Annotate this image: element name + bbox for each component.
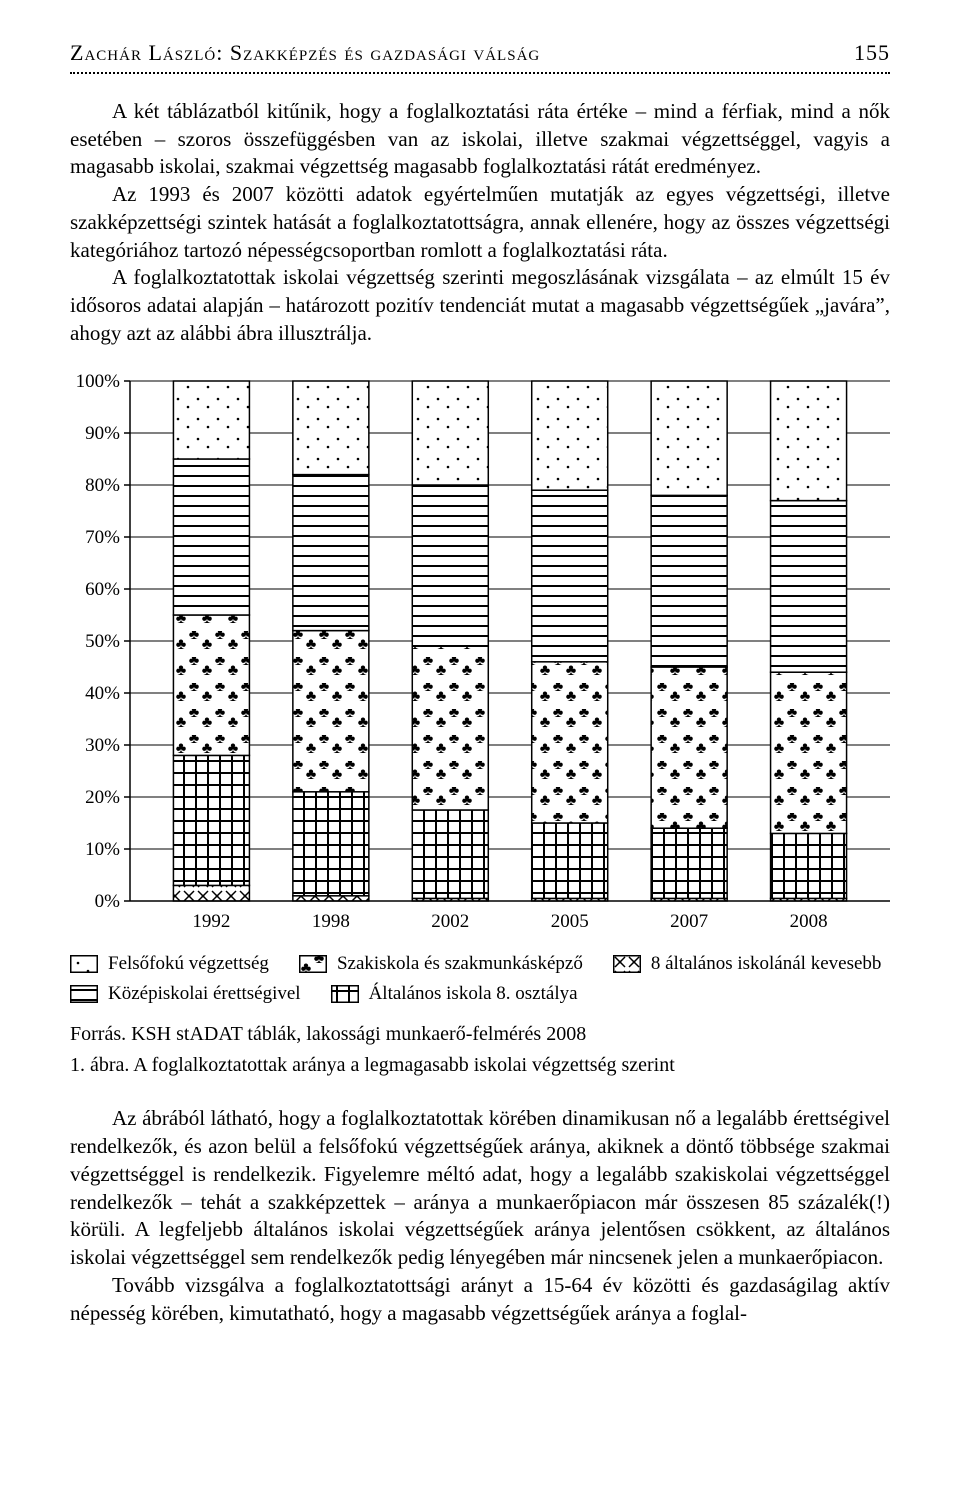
bar-segment bbox=[532, 823, 608, 898]
svg-text:10%: 10% bbox=[85, 839, 120, 860]
legend-label: Általános iskola 8. osztálya bbox=[369, 983, 578, 1005]
running-header: Zachár László: Szakképzés és gazdasági v… bbox=[70, 40, 890, 66]
bar-segment bbox=[651, 667, 727, 828]
legend-label: Középiskolai érettségivel bbox=[108, 983, 301, 1005]
bar-segment bbox=[173, 459, 249, 615]
bar-segment bbox=[532, 491, 608, 663]
legend-swatch-icon bbox=[70, 985, 98, 1003]
legend-swatch-icon bbox=[331, 985, 359, 1003]
paragraph-5: Tovább vizsgálva a foglalkoztatottsági a… bbox=[70, 1272, 890, 1327]
svg-text:1992: 1992 bbox=[192, 911, 230, 932]
bar-segment bbox=[293, 475, 369, 631]
stacked-bar-chart: ♣♣0%10%20%30%40%50%60%70%80%90%100%19921… bbox=[70, 371, 900, 941]
legend-item: Középiskolai érettségivel bbox=[70, 983, 301, 1005]
bar-segment bbox=[293, 381, 369, 475]
figure-caption: 1. ábra. A foglalkoztatottak aránya a le… bbox=[70, 1054, 890, 1077]
svg-text:30%: 30% bbox=[85, 735, 120, 756]
svg-text:70%: 70% bbox=[85, 527, 120, 548]
svg-text:2005: 2005 bbox=[551, 911, 589, 932]
bar-segment bbox=[173, 381, 249, 459]
legend-swatch-icon bbox=[613, 955, 641, 973]
legend-label: Felsőfokú végzettség bbox=[108, 953, 269, 975]
legend-swatch-icon bbox=[299, 955, 327, 973]
paragraph-3: A foglalkoztatottak iskolai végzettség s… bbox=[70, 264, 890, 347]
bar-segment bbox=[532, 662, 608, 823]
bar-segment bbox=[293, 792, 369, 896]
svg-text:50%: 50% bbox=[85, 631, 120, 652]
bar-segment bbox=[532, 381, 608, 490]
chart-legend: Felsőfokú végzettség Szakiskola és szakmu… bbox=[70, 953, 890, 1005]
page-number: 155 bbox=[854, 40, 890, 66]
paragraph-4: Az ábrából látható, hogy a foglalkoztato… bbox=[70, 1105, 890, 1271]
bar-segment bbox=[771, 381, 847, 501]
bar-segment bbox=[771, 834, 847, 899]
bar-segment bbox=[173, 615, 249, 755]
bar-segment bbox=[651, 829, 727, 899]
chart-source: Forrás. KSH stADAT táblák, lakossági mun… bbox=[70, 1023, 890, 1046]
body-text-bottom: Az ábrából látható, hogy a foglalkoztato… bbox=[70, 1105, 890, 1327]
paragraph-1: A két táblázatból kitűnik, hogy a foglal… bbox=[70, 98, 890, 181]
svg-text:2008: 2008 bbox=[790, 911, 828, 932]
svg-text:80%: 80% bbox=[85, 475, 120, 496]
svg-text:0%: 0% bbox=[95, 891, 121, 912]
svg-text:40%: 40% bbox=[85, 683, 120, 704]
legend-label: 8 általános iskolánál kevesebb bbox=[651, 953, 882, 975]
legend-swatch-icon bbox=[70, 955, 98, 973]
bar-segment bbox=[771, 501, 847, 673]
header-rule bbox=[70, 72, 890, 74]
svg-text:20%: 20% bbox=[85, 787, 120, 808]
bar-segment bbox=[293, 631, 369, 792]
legend-item: 8 általános iskolánál kevesebb bbox=[613, 953, 882, 975]
body-text-top: A két táblázatból kitűnik, hogy a foglal… bbox=[70, 98, 890, 347]
legend-item: Általános iskola 8. osztálya bbox=[331, 983, 578, 1005]
svg-text:2007: 2007 bbox=[670, 911, 708, 932]
svg-text:100%: 100% bbox=[76, 371, 121, 392]
svg-text:1998: 1998 bbox=[312, 911, 350, 932]
legend-label: Szakiskola és szakmunkásképző bbox=[337, 953, 583, 975]
bar-segment bbox=[173, 756, 249, 886]
bar-segment bbox=[173, 886, 249, 902]
bar-segment bbox=[412, 647, 488, 811]
svg-text:60%: 60% bbox=[85, 579, 120, 600]
bar-segment bbox=[412, 381, 488, 485]
running-title: Zachár László: Szakképzés és gazdasági v… bbox=[70, 40, 540, 66]
svg-text:90%: 90% bbox=[85, 423, 120, 444]
legend-item: Szakiskola és szakmunkásképző bbox=[299, 953, 583, 975]
chart-container: ♣♣0%10%20%30%40%50%60%70%80%90%100%19921… bbox=[70, 371, 890, 1005]
svg-text:2002: 2002 bbox=[431, 911, 469, 932]
legend-item: Felsőfokú végzettség bbox=[70, 953, 269, 975]
page: Zachár László: Szakképzés és gazdasági v… bbox=[0, 0, 960, 1387]
paragraph-2: Az 1993 és 2007 közötti adatok egyértelm… bbox=[70, 181, 890, 264]
bar-segment bbox=[651, 496, 727, 668]
bar-segment bbox=[771, 673, 847, 834]
bar-segment bbox=[412, 485, 488, 646]
bar-segment bbox=[412, 810, 488, 898]
bar-segment bbox=[651, 381, 727, 495]
bar-segment bbox=[293, 896, 369, 901]
